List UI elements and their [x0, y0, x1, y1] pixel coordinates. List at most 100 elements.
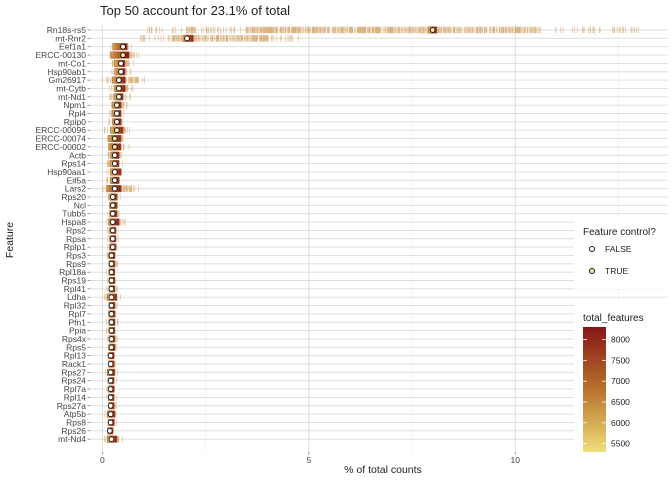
- box-mt-Cytb: [114, 84, 126, 93]
- median-point: [108, 286, 115, 292]
- box-outline: [107, 368, 116, 376]
- x-tick-labels: 0 5 10: [100, 452, 520, 465]
- median-point: [106, 427, 113, 434]
- y-tick-label: Npm1: [63, 100, 86, 110]
- y-tick-label: Gm26917: [49, 75, 87, 85]
- box-outline: [112, 118, 122, 126]
- box-segment: [121, 93, 124, 101]
- box-mt-Nd4: [107, 435, 118, 443]
- box-outline: [110, 160, 120, 168]
- box-segment: [117, 168, 120, 176]
- y-tick-label: Rps2: [66, 225, 86, 235]
- box-outline: [110, 176, 120, 184]
- box-ERCC-00074: [108, 135, 122, 143]
- box-segment: [113, 293, 116, 301]
- box-Rps4x: [108, 335, 116, 343]
- x-tick-label: 0: [100, 455, 105, 465]
- y-tick-label: mt-Nd4: [58, 434, 86, 444]
- chart-title: Top 50 account for 23.1% of total: [100, 3, 290, 18]
- box-Rps26: [106, 427, 114, 435]
- box-segment: [113, 252, 116, 259]
- box-segment: [116, 143, 120, 151]
- box-outline: [107, 410, 116, 418]
- y-axis-title: Feature: [4, 222, 16, 258]
- rug-ticks: [140, 35, 299, 42]
- box-segment: [113, 369, 116, 376]
- median-point: [111, 135, 118, 142]
- box-outline: [110, 51, 130, 59]
- x-tick-label: 10: [511, 455, 521, 465]
- median-point: [108, 277, 115, 284]
- median-point: [118, 68, 124, 75]
- median-point: [109, 219, 116, 225]
- box-segment: [120, 126, 124, 134]
- legend-feature-control: Feature control? FALSE TRUE: [574, 219, 668, 289]
- box-outline: [114, 84, 126, 93]
- median-point: [107, 386, 114, 392]
- box-segment: [428, 26, 431, 34]
- y-tick-label: Rpl7: [69, 309, 87, 319]
- box-segment: [112, 43, 116, 50]
- y-tick-label: Rpl13: [64, 351, 86, 361]
- y-tick-label: Rpl14: [64, 392, 86, 402]
- box-segment: [116, 135, 120, 142]
- box-segment: [118, 126, 122, 134]
- box-Ncl: [109, 201, 118, 209]
- y-tick-label: Rplp1: [64, 242, 86, 252]
- box-segment: [114, 93, 117, 101]
- y-tick-label: Rps5: [66, 342, 86, 352]
- y-tick-label: Rps19: [61, 276, 86, 286]
- box-segment: [120, 76, 124, 84]
- box-segment: [113, 285, 116, 293]
- box-Npm1: [112, 101, 122, 109]
- box-Rack1: [107, 360, 115, 368]
- box-segment: [113, 435, 116, 443]
- box-segment: [112, 118, 115, 126]
- box-ERCC-00130: [110, 51, 130, 59]
- box-Rps9: [108, 260, 116, 268]
- median-point: [107, 402, 114, 409]
- box-segment: [191, 35, 194, 42]
- box-segment: [113, 410, 116, 418]
- box-segment: [115, 435, 118, 443]
- box-outline: [109, 243, 116, 251]
- y-tick-label: Rpl4: [69, 109, 87, 119]
- median-point: [108, 319, 115, 326]
- box-segment: [435, 26, 438, 34]
- box-Hspa8: [108, 218, 120, 226]
- y-tick-label: Hsp90aa1: [47, 167, 86, 177]
- box-Rps8: [107, 418, 115, 426]
- box-segment: [112, 76, 116, 84]
- box-outline: [108, 218, 120, 226]
- y-tick-label: Rpl18a: [59, 267, 86, 277]
- box-outline: [107, 435, 118, 443]
- box-Eef1a1: [112, 43, 128, 51]
- box-Rps14: [110, 160, 120, 168]
- median-point: [109, 202, 116, 209]
- box-segment: [113, 394, 115, 401]
- box-Rpl7: [108, 310, 116, 318]
- median-point: [120, 52, 126, 58]
- box-outline: [110, 168, 122, 176]
- y-tick-label: Atp5b: [64, 409, 86, 419]
- median-point: [108, 252, 115, 259]
- box-segment: [121, 85, 124, 92]
- box-Hsp90aa1: [110, 168, 122, 176]
- y-tick-label: Ldha: [67, 292, 86, 302]
- legend-control-background: [574, 219, 668, 289]
- median-point: [108, 336, 115, 342]
- box-segment: [110, 143, 113, 151]
- median-point: [107, 377, 114, 384]
- box-Rps27: [107, 368, 116, 376]
- median-point: [113, 110, 120, 117]
- y-tick-label: Rps24: [61, 376, 86, 386]
- box-outline: [108, 143, 122, 151]
- box-Rps2: [109, 226, 116, 234]
- colorbar-tick-label: 7500: [611, 355, 630, 365]
- box-Rn18s-rs5: [428, 26, 438, 34]
- box-Rpl18a: [108, 268, 116, 276]
- legend-key-true: [588, 267, 596, 275]
- box-Rps3: [108, 251, 116, 259]
- box-Pfn1: [108, 318, 116, 326]
